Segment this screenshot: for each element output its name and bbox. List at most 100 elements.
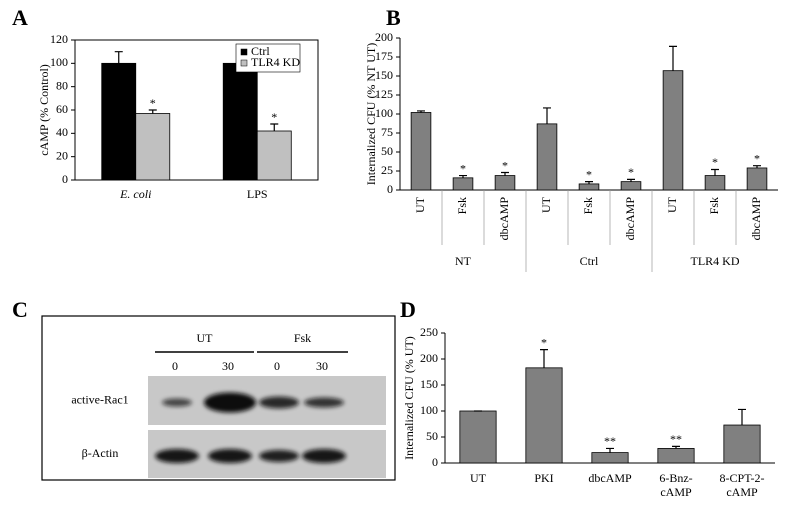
time-label: 0: [274, 359, 280, 373]
blot-band: [204, 392, 256, 413]
y-tick-label: 250: [420, 325, 438, 339]
error-bar: [459, 174, 467, 178]
significance-mark: *: [150, 96, 156, 110]
x-tick-label: UT: [413, 196, 427, 213]
error-bar: [669, 45, 677, 71]
blot-frame: [41, 315, 396, 481]
legend-swatch: [240, 59, 248, 67]
y-tick-label: 25: [381, 163, 393, 177]
bar: [723, 424, 761, 464]
x-tick-label: 6-Bnz-: [659, 471, 692, 485]
y-tick-label: 50: [426, 429, 438, 443]
legend-label: TLR4 KD: [251, 55, 300, 69]
y-tick-label: 175: [375, 49, 393, 63]
row-label: β-Actin: [82, 446, 119, 460]
bar: [452, 177, 474, 191]
error-bar: [114, 51, 123, 64]
y-tick-label: 200: [420, 351, 438, 365]
bar: [536, 123, 558, 191]
row-label: active-Rac1: [71, 392, 128, 406]
y-tick-label: 60: [56, 102, 68, 116]
error-bar: [711, 168, 719, 176]
x-tick-label: Fsk: [707, 197, 721, 214]
blot-band: [208, 449, 252, 463]
x-tick-label: LPS: [247, 187, 268, 201]
group-label: NT: [455, 254, 472, 268]
bar: [746, 167, 768, 191]
significance-mark: *: [502, 158, 508, 172]
y-tick-label: 75: [381, 125, 393, 139]
bar: [256, 130, 292, 181]
x-tick-label: dbcAMP: [497, 197, 511, 241]
error-bar: [738, 408, 746, 426]
y-tick-label: 120: [50, 32, 68, 46]
panel-label: C: [12, 297, 28, 322]
bar: [620, 181, 642, 191]
bar: [525, 367, 563, 464]
group-label: TLR4 KD: [691, 254, 740, 268]
error-bar: [543, 107, 551, 124]
significance-mark: *: [586, 167, 592, 181]
treatment-label: Fsk: [294, 331, 311, 345]
y-tick-label: 150: [420, 377, 438, 391]
group-label: Ctrl: [580, 254, 599, 268]
error-bar: [753, 165, 761, 168]
significance-mark: *: [271, 110, 277, 124]
x-tick-label: cAMP: [726, 485, 758, 499]
significance-mark: **: [670, 432, 682, 446]
y-tick-label: 100: [375, 106, 393, 120]
x-tick-label: UT: [470, 471, 487, 485]
legend-swatch: [240, 48, 248, 56]
panel-label: B: [386, 5, 401, 30]
y-tick-label: 200: [375, 30, 393, 44]
panel-label: D: [400, 297, 416, 322]
panel-label: A: [12, 5, 28, 30]
y-tick-label: 20: [56, 148, 68, 162]
y-tick-label: 80: [56, 78, 68, 92]
error-bar: [270, 123, 279, 131]
y-tick-label: 50: [381, 144, 393, 158]
significance-mark: *: [460, 161, 466, 175]
significance-mark: *: [628, 165, 634, 179]
error-bar: [501, 171, 509, 176]
error-bar: [148, 109, 157, 114]
blot-band: [259, 450, 299, 462]
bar: [410, 112, 432, 191]
time-label: 30: [316, 359, 328, 373]
blot-band: [155, 449, 199, 463]
error-bar: [585, 181, 593, 184]
y-tick-label: 150: [375, 68, 393, 82]
significance-mark: *: [541, 335, 547, 349]
legend-label: Ctrl: [251, 44, 270, 58]
significance-mark: **: [604, 434, 616, 448]
y-tick-label: 100: [50, 55, 68, 69]
blot-band: [304, 397, 344, 408]
blot-band: [259, 396, 299, 409]
bar: [662, 70, 684, 191]
x-tick-label: PKI: [534, 471, 553, 485]
bar: [222, 62, 258, 181]
treatment-label: UT: [197, 331, 214, 345]
significance-mark: *: [754, 151, 760, 165]
y-tick-label: 0: [387, 182, 393, 196]
y-axis-label: Internalized CFU (% UT): [402, 336, 416, 460]
time-label: 0: [172, 359, 178, 373]
bar: [591, 452, 629, 464]
y-tick-label: 40: [56, 125, 68, 139]
time-label: 30: [222, 359, 234, 373]
x-tick-label: E. coli: [119, 187, 151, 201]
error-bar: [672, 445, 680, 449]
bar: [494, 175, 516, 191]
bar: [101, 62, 137, 181]
error-bar: [606, 447, 614, 453]
bar: [657, 448, 695, 464]
x-tick-label: dbcAMP: [749, 197, 763, 241]
error-bar: [417, 110, 425, 113]
bar: [135, 113, 171, 181]
x-tick-label: 8-CPT-2-: [720, 471, 765, 485]
error-bar: [627, 178, 635, 182]
x-tick-label: cAMP: [660, 485, 692, 499]
y-tick-label: 100: [420, 403, 438, 417]
y-tick-label: 125: [375, 87, 393, 101]
